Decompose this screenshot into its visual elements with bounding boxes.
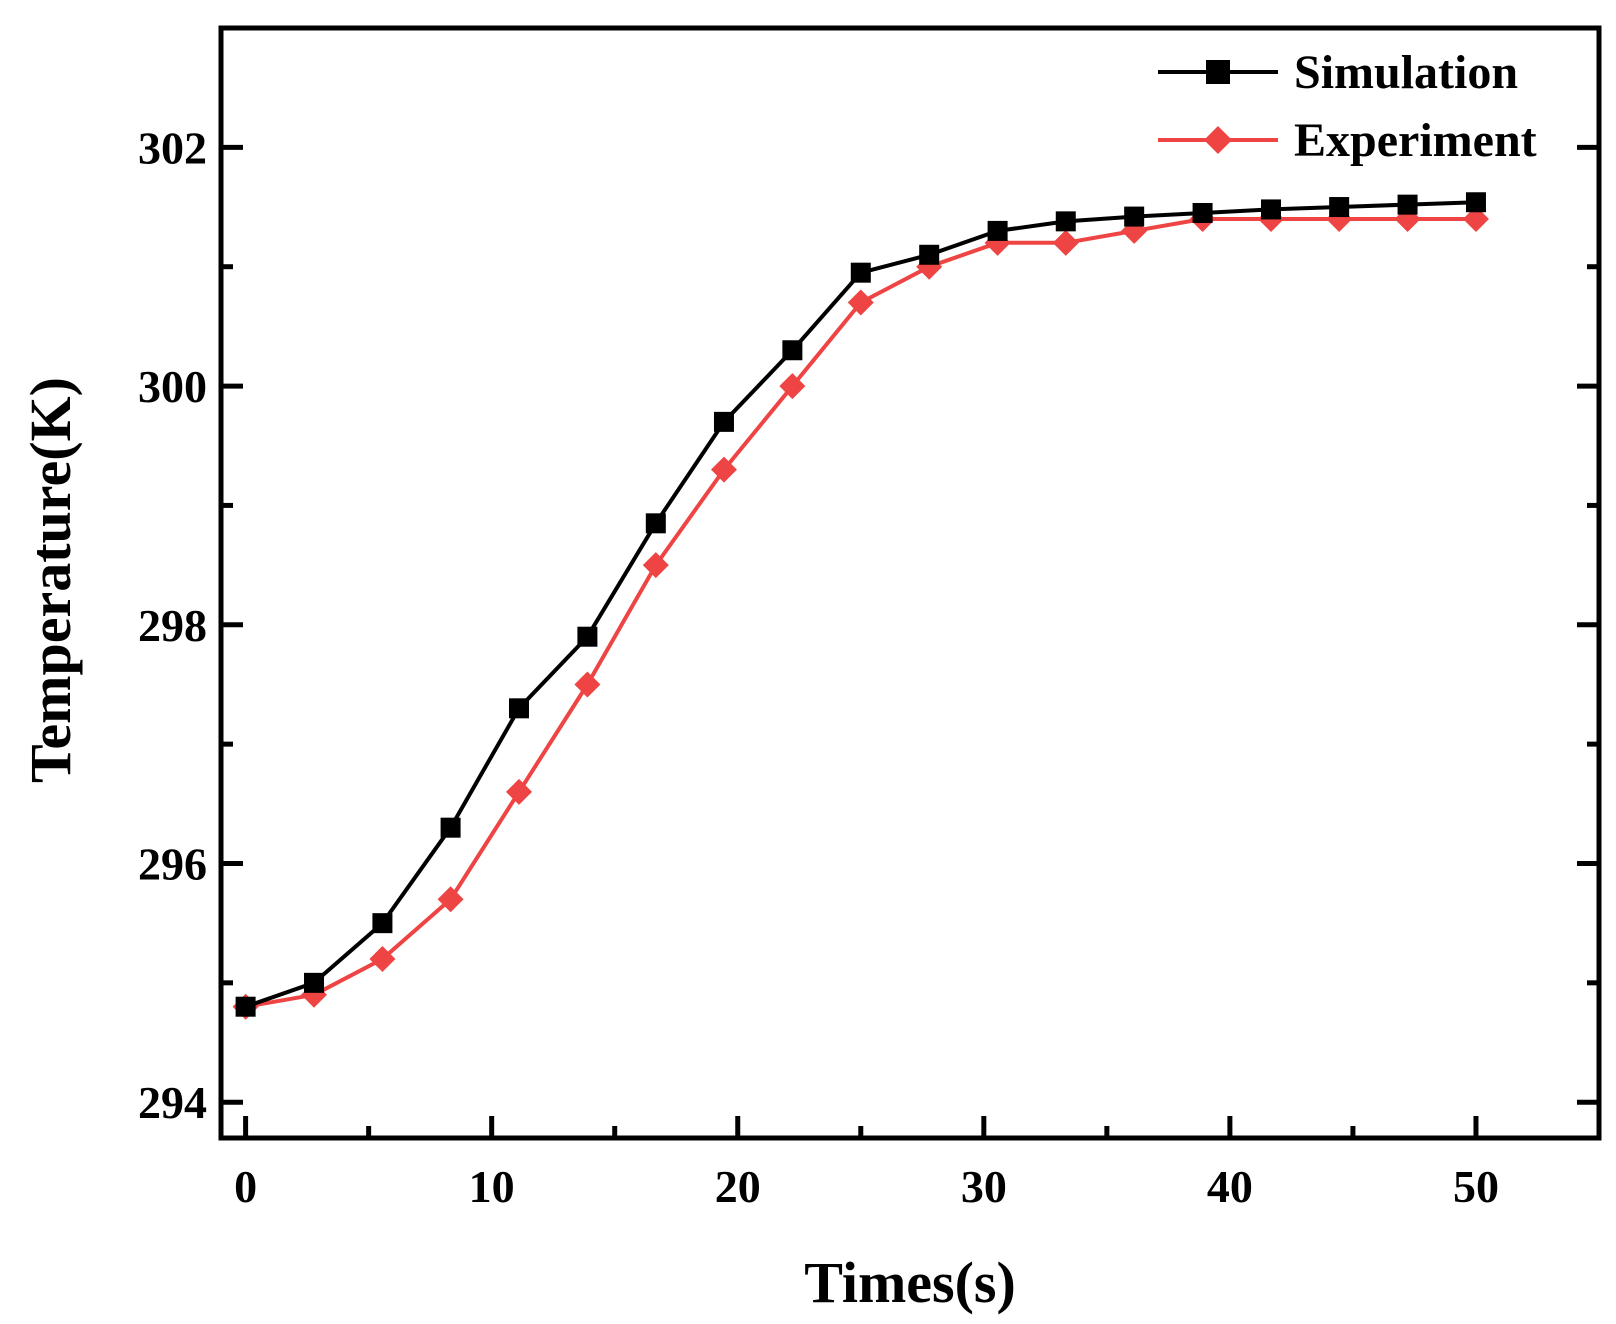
- x-axis: 0 10 20 30 40 50: [234, 1116, 1602, 1212]
- data-point: [1052, 229, 1079, 256]
- data-point: [1192, 203, 1213, 223]
- data-point: [1055, 211, 1076, 232]
- y-tick-label: 300: [138, 361, 207, 412]
- y-tick-label: 294: [138, 1077, 207, 1128]
- data-point: [987, 220, 1008, 241]
- data-point: [919, 244, 940, 265]
- data-point: [713, 411, 734, 432]
- series-layer: [232, 192, 1489, 1020]
- data-point: [642, 552, 669, 579]
- data-point: [574, 671, 601, 698]
- series-simulation: [235, 192, 1486, 1017]
- x-tick-label: 30: [961, 1161, 1007, 1212]
- y-tick-label: 302: [138, 122, 207, 173]
- x-tick-label: 40: [1207, 1161, 1253, 1212]
- data-point: [235, 996, 256, 1017]
- data-point: [372, 913, 393, 934]
- data-point: [1124, 206, 1145, 227]
- data-point: [505, 778, 532, 805]
- x-tick-label: 50: [1453, 1161, 1499, 1212]
- data-point: [1465, 192, 1486, 213]
- data-point: [645, 513, 666, 534]
- data-point: [440, 817, 461, 838]
- x-tick-label: 10: [469, 1161, 515, 1212]
- y-tick-label: 296: [138, 838, 207, 889]
- x-tick-label: 0: [234, 1161, 257, 1212]
- data-point: [304, 972, 325, 993]
- data-point: [779, 373, 806, 400]
- data-point: [508, 698, 529, 719]
- legend-experiment-label: Experiment: [1294, 114, 1537, 167]
- data-point: [1462, 205, 1489, 232]
- y-axis-title: Temperature(K): [18, 377, 83, 783]
- legend-simulation-marker: [1206, 60, 1230, 84]
- data-point: [577, 626, 598, 647]
- data-point: [1397, 194, 1418, 215]
- data-point: [1260, 199, 1281, 220]
- x-tick-label: 20: [715, 1161, 761, 1212]
- x-axis-title: Times(s): [804, 1250, 1016, 1315]
- data-point: [437, 886, 464, 913]
- data-point: [847, 289, 874, 316]
- legend-experiment-marker: [1204, 126, 1232, 154]
- data-point: [782, 340, 803, 361]
- data-point: [710, 456, 737, 483]
- legend: Simulation Experiment: [1158, 46, 1537, 167]
- y-tick-label: 298: [138, 600, 207, 651]
- data-point: [1329, 197, 1350, 218]
- legend-simulation-label: Simulation: [1294, 46, 1518, 99]
- data-point: [850, 262, 871, 283]
- plot-frame: [218, 25, 1602, 1141]
- y-axis: 294 296 298 300 302: [138, 25, 1599, 1128]
- data-point: [369, 945, 396, 972]
